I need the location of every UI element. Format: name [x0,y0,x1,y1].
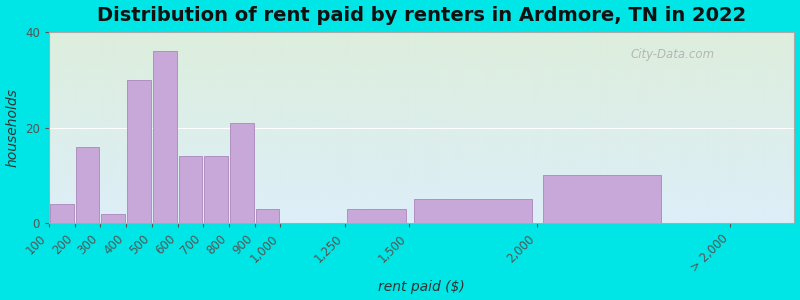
Bar [347,209,406,224]
Title: Distribution of rent paid by renters in Ardmore, TN in 2022: Distribution of rent paid by renters in … [97,6,746,25]
Bar [153,51,177,224]
Bar [76,147,99,224]
Y-axis label: households: households [6,88,19,167]
Bar [204,156,228,224]
Bar [414,200,532,224]
Bar [102,214,125,224]
Bar [230,123,254,224]
Text: City-Data.com: City-Data.com [630,48,714,61]
X-axis label: rent paid ($): rent paid ($) [378,280,465,294]
Bar [542,176,661,224]
Bar [178,156,202,224]
Bar [127,80,151,224]
Bar [256,209,279,224]
Bar [50,204,74,224]
